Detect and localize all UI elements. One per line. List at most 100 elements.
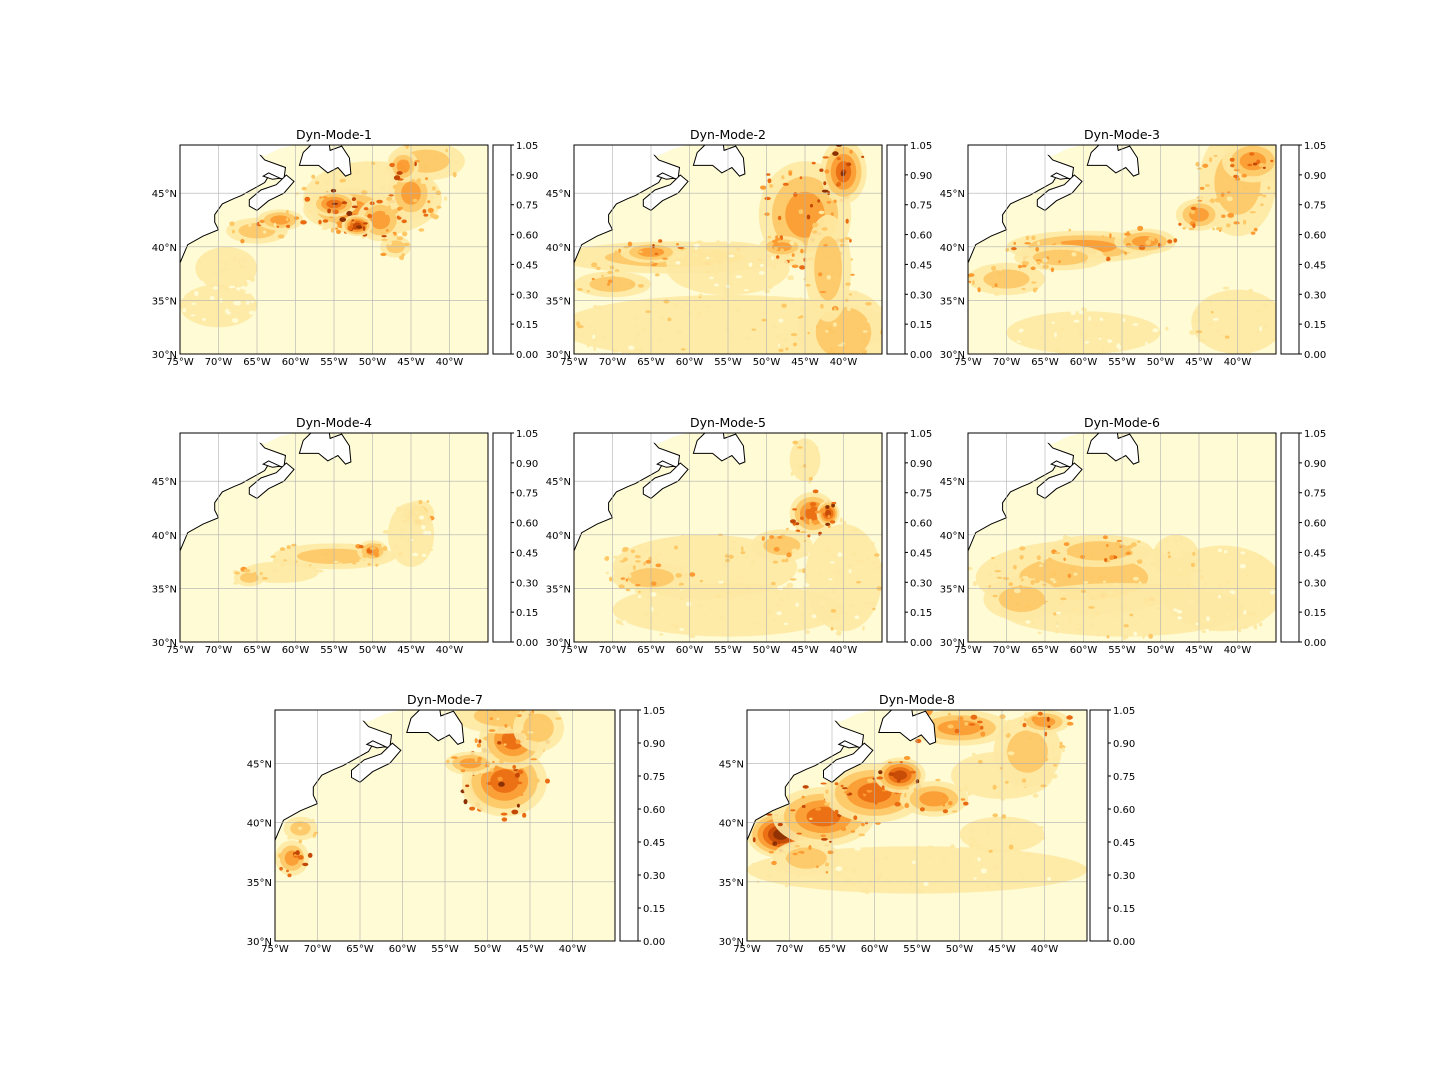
contour-speck bbox=[802, 785, 809, 789]
contour-speck bbox=[1212, 318, 1219, 321]
contour-speck bbox=[1066, 721, 1074, 726]
contour-speck bbox=[481, 797, 487, 801]
axes-frame bbox=[573, 144, 883, 355]
contour-speck bbox=[424, 177, 429, 181]
contour-speck bbox=[246, 280, 251, 283]
lat-tick-label: 40°N bbox=[152, 243, 177, 254]
contour-speck bbox=[1037, 241, 1040, 246]
contour-speck bbox=[645, 559, 652, 564]
contour-speck bbox=[1035, 765, 1039, 769]
contour-speck bbox=[1194, 595, 1199, 598]
contour-speck bbox=[790, 272, 797, 276]
contour-speck bbox=[595, 266, 601, 270]
contour-speck bbox=[969, 276, 972, 281]
contour-speck bbox=[835, 570, 840, 575]
contour-speck bbox=[489, 768, 494, 772]
contour-speck bbox=[874, 802, 878, 805]
coast-land bbox=[275, 710, 403, 764]
contour-speck bbox=[855, 853, 861, 857]
lon-tick-label: 75°W bbox=[261, 944, 289, 955]
lat-tick-label: 45°N bbox=[247, 759, 272, 770]
contour-speck bbox=[351, 227, 358, 230]
contour-speck bbox=[872, 607, 876, 611]
contour-speck bbox=[1199, 186, 1205, 190]
contour-speck bbox=[1127, 545, 1133, 549]
contour-speck bbox=[894, 334, 900, 336]
contour-speck bbox=[819, 508, 826, 514]
contour-speck bbox=[1229, 590, 1236, 594]
contour-speck bbox=[654, 556, 659, 561]
contour-speck bbox=[424, 165, 429, 170]
contour-speck bbox=[1256, 159, 1261, 165]
contour-speck bbox=[854, 847, 861, 851]
contour-speck bbox=[1276, 321, 1282, 324]
contour-speck bbox=[1248, 288, 1253, 294]
contour-speck bbox=[792, 300, 796, 304]
contour-speck bbox=[848, 603, 854, 608]
contour-speck bbox=[991, 285, 995, 289]
colorbar: 0.00 0.15 0.30 0.45 0.60 0.75 0.90 1.05 bbox=[1280, 429, 1326, 649]
map-panel-7: Dyn-Mode-7 75°W 70°W 65°W 60°W 55°W 50°W 45°W 40… bbox=[247, 692, 665, 955]
contour-speck bbox=[530, 758, 538, 761]
contour-speck bbox=[520, 710, 526, 713]
contour-speck bbox=[1278, 578, 1280, 583]
contour-blob bbox=[893, 770, 907, 780]
panel-title: Dyn-Mode-5 bbox=[690, 415, 766, 430]
contour-speck bbox=[783, 530, 789, 533]
contour-speck bbox=[820, 303, 824, 309]
contour-speck bbox=[804, 440, 809, 445]
contour-speck bbox=[767, 178, 772, 184]
contour-speck bbox=[827, 850, 834, 855]
contour-speck bbox=[679, 628, 685, 631]
contour-speck bbox=[1215, 206, 1218, 211]
contour-speck bbox=[845, 282, 851, 286]
contour-speck bbox=[374, 552, 379, 558]
contour-speck bbox=[527, 731, 534, 734]
contour-speck bbox=[297, 855, 304, 860]
contour-speck bbox=[995, 882, 1001, 886]
contour-speck bbox=[852, 528, 859, 532]
contour-speck bbox=[948, 801, 953, 806]
contour-speck bbox=[981, 844, 986, 847]
contour-speck bbox=[1260, 203, 1264, 206]
contour-speck bbox=[1106, 635, 1110, 639]
colorbar-tick-label: 0.45 bbox=[1113, 838, 1135, 849]
contour-speck bbox=[823, 802, 831, 806]
contour-speck bbox=[388, 194, 394, 197]
contour-speck bbox=[823, 244, 828, 247]
contour-speck bbox=[992, 784, 997, 790]
contour-speck bbox=[1019, 555, 1024, 560]
contour-speck bbox=[1101, 346, 1106, 352]
axes-frame bbox=[179, 144, 489, 355]
contour-speck bbox=[1262, 600, 1265, 605]
contour-speck bbox=[850, 883, 856, 887]
contour-speck bbox=[1084, 332, 1087, 338]
contour-speck bbox=[215, 260, 219, 264]
contour-speck bbox=[339, 178, 346, 183]
contour-blob bbox=[786, 847, 827, 869]
contour-speck bbox=[1226, 196, 1233, 202]
contour-speck bbox=[814, 510, 821, 514]
coast-land bbox=[968, 145, 1084, 194]
contour-speck bbox=[693, 243, 700, 247]
contour-speck bbox=[1022, 722, 1027, 728]
contour-speck bbox=[732, 540, 737, 544]
contour-speck bbox=[809, 518, 812, 524]
contour-speck bbox=[784, 332, 788, 336]
lon-tick-label: 40°W bbox=[559, 944, 587, 955]
contour-speck bbox=[1168, 588, 1175, 591]
contour-speck bbox=[728, 554, 734, 559]
contour-speck bbox=[319, 196, 322, 199]
contour-speck bbox=[698, 293, 703, 297]
contour-speck bbox=[1025, 235, 1030, 241]
colorbar-tick-label: 0.15 bbox=[643, 904, 665, 915]
contour-speck bbox=[1051, 773, 1058, 779]
contour-speck bbox=[528, 699, 534, 702]
contour-speck bbox=[970, 714, 978, 720]
lon-tick-label: 50°W bbox=[359, 357, 387, 368]
contour-speck bbox=[723, 290, 727, 295]
contour-speck bbox=[1148, 236, 1154, 241]
contour-speck bbox=[681, 348, 686, 351]
contour-speck bbox=[1071, 252, 1077, 257]
contour-speck bbox=[625, 578, 629, 582]
